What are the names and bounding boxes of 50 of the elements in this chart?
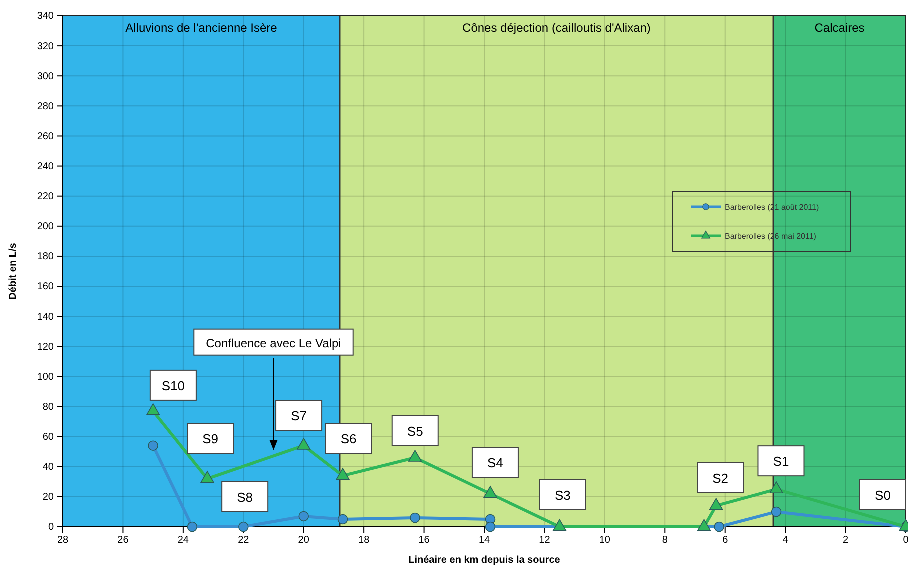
x-tick-label: 8 [662,535,668,546]
annotation: S7 [291,408,307,424]
annotation: S9 [202,432,218,447]
y-tick-label: 80 [42,402,54,413]
y-tick-label: 300 [37,71,54,82]
y-tick-label: 140 [37,312,54,323]
x-tick-label: 22 [238,535,250,546]
y-tick-label: 100 [37,372,54,383]
x-tick-label: 18 [358,535,370,546]
y-tick-label: 320 [37,41,54,52]
band-label: Cônes déjection (cailloutis d'Alixan) [462,21,651,35]
x-tick-label: 4 [782,535,789,546]
annotation: S0 [875,488,891,503]
y-tick-label: 280 [37,101,54,112]
annotation: S6 [340,432,357,447]
y-tick-label: 120 [37,342,54,353]
y-tick-label: 240 [37,161,54,172]
x-tick-label: 10 [599,535,611,546]
x-tick-label: 24 [178,535,190,546]
x-tick-label: 0 [903,535,908,546]
y-axis-title: Débit en L/s [8,242,19,300]
x-axis-title: Linéaire en km depuis la source [408,555,561,566]
y-tick-label: 180 [37,252,54,263]
x-tick-label: 28 [57,535,69,546]
y-tick-label: 0 [48,522,54,534]
y-tick-label: 20 [42,492,54,504]
x-tick-label: 16 [418,535,430,546]
y-tick-label: 340 [37,11,54,22]
y-tick-label: 220 [37,192,54,203]
annotation: S2 [712,470,728,486]
annotation: S1 [773,454,790,470]
annotation: S10 [162,378,186,394]
y-tick-label: 260 [37,131,54,142]
x-tick-label: 6 [722,535,729,546]
annotation: Confluence avec Le Valpi [206,336,342,350]
x-tick-label: 2 [843,535,850,546]
y-tick-label: 160 [37,282,54,293]
band-label: Alluvions de l'ancienne Isère [126,21,278,35]
y-tick-label: 40 [42,462,54,474]
y-tick-label: 60 [42,432,54,444]
band-label: Calcaires [814,21,865,35]
annotation: S4 [488,456,504,471]
x-tick-label: 20 [298,535,310,546]
x-tick-label: 26 [118,535,130,546]
annotation: S3 [554,488,571,503]
annotation: S8 [237,490,254,505]
x-tick-label: 12 [539,535,551,546]
annotation: S5 [407,424,424,439]
x-tick-label: 14 [478,535,490,546]
y-tick-label: 200 [37,222,54,233]
